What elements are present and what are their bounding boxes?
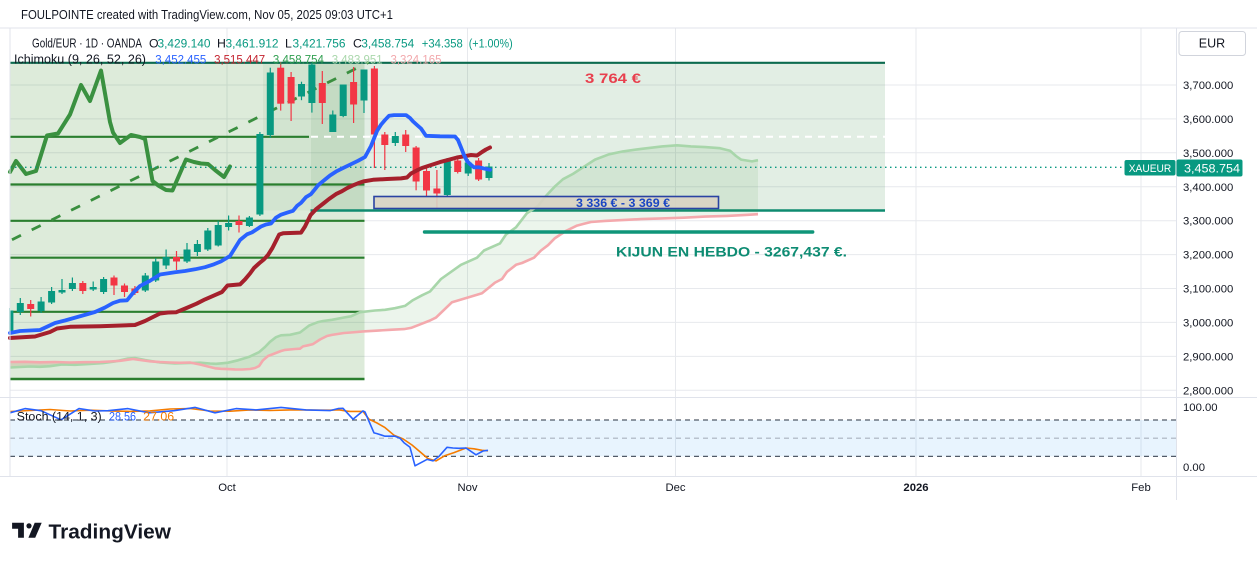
svg-text:3,458.754: 3,458.754 bbox=[273, 53, 324, 67]
svg-text:FOULPOINTE created with Tradin: FOULPOINTE created with TradingView.com,… bbox=[21, 7, 393, 22]
svg-text:H: H bbox=[217, 37, 226, 51]
svg-text:27.06: 27.06 bbox=[143, 410, 174, 424]
svg-text:XAUEUR: XAUEUR bbox=[1129, 163, 1172, 175]
svg-text:KIJUN EN HEBDO - 3267,437 €.: KIJUN EN HEBDO - 3267,437 €. bbox=[616, 245, 847, 260]
svg-text:2,800.000: 2,800.000 bbox=[1183, 385, 1233, 397]
svg-text:2026: 2026 bbox=[903, 482, 928, 494]
svg-text:3,515.447: 3,515.447 bbox=[214, 53, 265, 67]
svg-text:3,300.000: 3,300.000 bbox=[1183, 216, 1233, 228]
svg-text:3 336 € - 3 369 €: 3 336 € - 3 369 € bbox=[576, 198, 671, 210]
svg-text:Stoch (14, 1, 3): Stoch (14, 1, 3) bbox=[17, 410, 102, 424]
svg-text:2,900.000: 2,900.000 bbox=[1183, 351, 1233, 363]
svg-text:3,458.754: 3,458.754 bbox=[1184, 161, 1240, 175]
svg-text:100.00: 100.00 bbox=[1183, 402, 1218, 414]
svg-text:3,452.455: 3,452.455 bbox=[155, 53, 206, 67]
svg-text:3,324.165: 3,324.165 bbox=[391, 53, 442, 67]
svg-text:3,000.000: 3,000.000 bbox=[1183, 317, 1233, 329]
svg-text:C: C bbox=[353, 37, 362, 51]
svg-text:3 764 €: 3 764 € bbox=[585, 71, 642, 86]
svg-text:(+1.00%): (+1.00%) bbox=[469, 37, 513, 51]
svg-text:EUR: EUR bbox=[1199, 37, 1225, 51]
svg-text:28.56: 28.56 bbox=[109, 410, 136, 424]
svg-text:+34.358: +34.358 bbox=[422, 37, 463, 51]
svg-text:TradingView: TradingView bbox=[49, 521, 172, 544]
svg-text:3,461.912: 3,461.912 bbox=[226, 37, 279, 51]
svg-text:0.00: 0.00 bbox=[1183, 462, 1205, 474]
svg-text:Nov: Nov bbox=[457, 482, 477, 494]
svg-text:Ichimoku (9, 26, 52, 26): Ichimoku (9, 26, 52, 26) bbox=[14, 53, 146, 67]
svg-text:L: L bbox=[285, 37, 292, 51]
svg-text:3,200.000: 3,200.000 bbox=[1183, 250, 1233, 262]
svg-text:Gold/EUR · 1D · OANDA: Gold/EUR · 1D · OANDA bbox=[32, 37, 142, 51]
svg-text:3,458.754: 3,458.754 bbox=[361, 37, 414, 51]
svg-text:3,700.000: 3,700.000 bbox=[1183, 80, 1233, 92]
svg-text:3,421.756: 3,421.756 bbox=[293, 37, 346, 51]
svg-text:3,500.000: 3,500.000 bbox=[1183, 148, 1233, 160]
svg-text:3,600.000: 3,600.000 bbox=[1183, 114, 1233, 126]
svg-text:3,400.000: 3,400.000 bbox=[1183, 182, 1233, 194]
svg-text:Dec: Dec bbox=[665, 482, 685, 494]
svg-text:O: O bbox=[149, 37, 159, 51]
svg-text:3,429.140: 3,429.140 bbox=[158, 37, 211, 51]
svg-text:3,483.951: 3,483.951 bbox=[332, 53, 383, 67]
svg-text:3,100.000: 3,100.000 bbox=[1183, 284, 1233, 296]
svg-text:Feb: Feb bbox=[1131, 482, 1150, 494]
svg-text:Oct: Oct bbox=[218, 482, 236, 494]
